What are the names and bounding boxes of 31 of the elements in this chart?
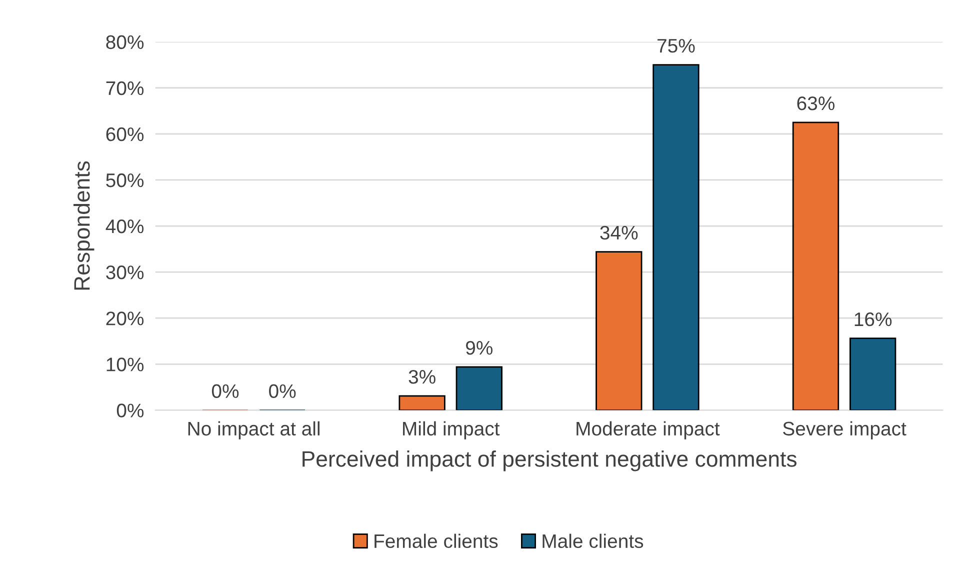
y-tick-label: 60% [106,127,144,142]
y-tick-label: 80% [106,35,144,50]
x-tick-label: Severe impact [783,421,906,440]
y-tick-label: 40% [106,219,144,234]
legend-label: Male clients [542,534,644,548]
bar [456,366,502,410]
x-tick-label: Moderate impact [576,421,720,440]
data-label: 0% [212,384,239,398]
bar [596,251,642,410]
data-label: 0% [269,384,296,398]
data-label: 9% [466,340,493,355]
y-tick-label: 30% [106,266,144,280]
data-label: 63% [797,96,835,110]
y-tick-label: 50% [106,173,144,188]
data-label: 75% [658,38,695,53]
bar [792,122,840,410]
data-label: 3% [408,370,436,384]
y-axis-title: Respondents [74,161,94,290]
y-tick-label: 20% [106,312,144,326]
y-tick-label: 10% [106,358,144,372]
x-tick-label: Mild impact [403,421,500,440]
data-label: 16% [854,312,892,326]
y-tick-label: 0% [116,404,144,418]
x-tick-label: No impact at all [188,421,320,440]
legend-label: Female clients [374,534,498,548]
x-axis-title: Perceived impact of persistent negative comments [302,450,797,472]
y-tick-label: 70% [106,81,144,96]
bar [849,338,896,410]
data-label: 34% [600,226,638,240]
bar [398,395,446,410]
bar [652,64,700,410]
